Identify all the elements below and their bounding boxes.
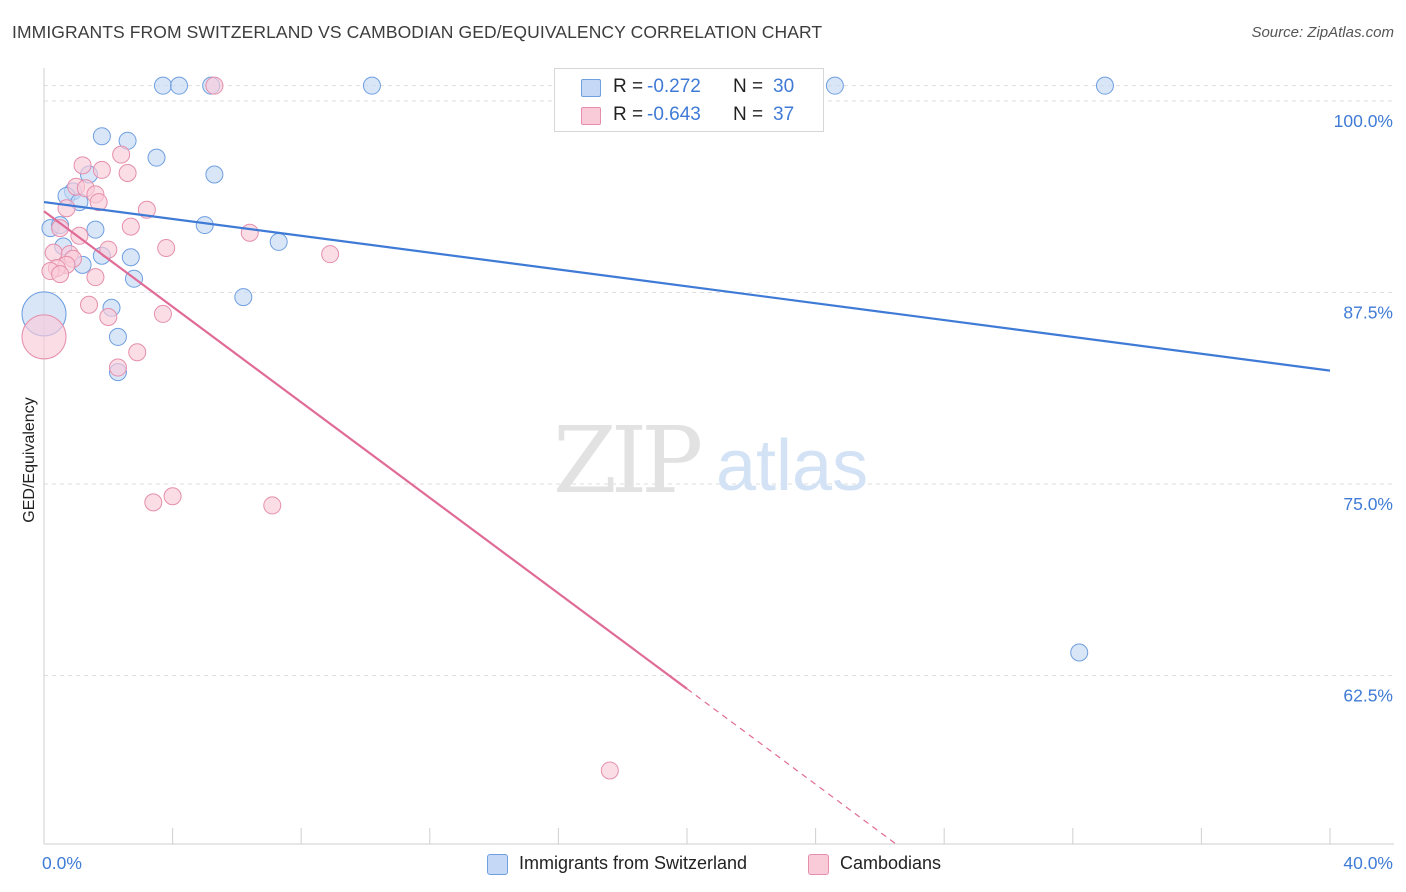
point-cambodians [73,156,92,175]
point-cambodians [89,193,108,212]
point-cambodians [51,265,70,284]
n-label: N = [733,76,764,97]
point-cambodians [263,496,282,515]
chart-title: IMMIGRANTS FROM SWITZERLAND VS CAMBODIAN… [12,22,823,42]
y-tick-label: 100.0% [1334,111,1393,131]
point-cambodians [144,493,163,512]
point-cambodians [121,217,140,236]
r-value: -0.643 [647,104,701,125]
stats-row-switzerland: R = -0.272 N = 30 [555,73,823,101]
point-cambodians [128,343,147,362]
point-switzerland [269,232,288,251]
point-switzerland [362,76,381,95]
source-label: Source: ZipAtlas.com [1251,24,1394,41]
x-tick-label: 0.0% [42,853,82,873]
y-axis-label: GED/Equivalency [21,397,38,523]
point-cambodians [86,268,105,287]
watermark-atlas: atlas [716,426,868,506]
trend-line-cambodians [43,210,688,690]
watermark-zip: ZIP [553,407,700,514]
watermark: ZIP atlas [553,407,868,514]
point-cambodians [57,199,76,218]
legend-swatch [808,854,829,875]
n-label: N = [733,104,764,125]
gridlines [44,85,1394,676]
point-cambodians [44,243,63,262]
point-switzerland [205,165,224,184]
y-tick-label: 87.5% [1343,302,1393,322]
point-cambodians [21,314,67,360]
point-cambodians [51,219,70,238]
stats-row-cambodians: R = -0.643 N = 37 [555,101,823,129]
point-switzerland [195,216,214,235]
y-tick-label: 75.0% [1343,494,1393,514]
y-tick-label: 62.5% [1343,685,1393,705]
point-switzerland [234,288,253,307]
point-cambodians [92,160,111,179]
legend-label: Cambodians [840,853,942,873]
r-value: -0.272 [647,76,701,97]
point-cambodians [153,304,172,323]
trend-line-cambodians-extension [686,688,897,845]
point-cambodians [600,761,619,780]
point-switzerland [147,148,166,167]
stats-box: R = -0.272 N = 30 R = -0.643 N = 37 [554,68,824,132]
point-cambodians [80,295,99,314]
trend-line-switzerland [43,201,1331,372]
point-switzerland [153,76,172,95]
legend-label: Immigrants from Switzerland [519,853,748,873]
r-label: R = [613,76,644,97]
point-switzerland [1070,643,1089,662]
point-cambodians [157,239,176,258]
point-cambodians [205,76,224,95]
trend-lines [43,201,1331,845]
point-cambodians [240,223,259,242]
point-switzerland [92,127,111,146]
n-value: 37 [773,104,795,125]
point-cambodians [321,245,340,264]
point-switzerland [121,248,140,267]
x-tick-label: 40.0% [1343,853,1393,873]
point-cambodians [99,307,118,326]
swatch-cambodians [581,107,601,125]
point-cambodians [163,487,182,506]
swatch-switzerland [581,79,601,97]
point-switzerland [108,327,127,346]
point-cambodians [118,163,137,182]
n-value: 30 [773,76,795,97]
point-switzerland [170,76,189,95]
legend-swatch [487,854,508,875]
point-cambodians [112,145,131,164]
point-switzerland [86,220,105,239]
r-label: R = [613,104,644,125]
point-switzerland [1095,76,1114,95]
axes [43,68,1394,845]
point-switzerland [825,76,844,95]
tick-labels: 100.0% 87.5% 75.0% 62.5% 0.0% 40.0% [42,111,1393,873]
point-cambodians [108,358,127,377]
